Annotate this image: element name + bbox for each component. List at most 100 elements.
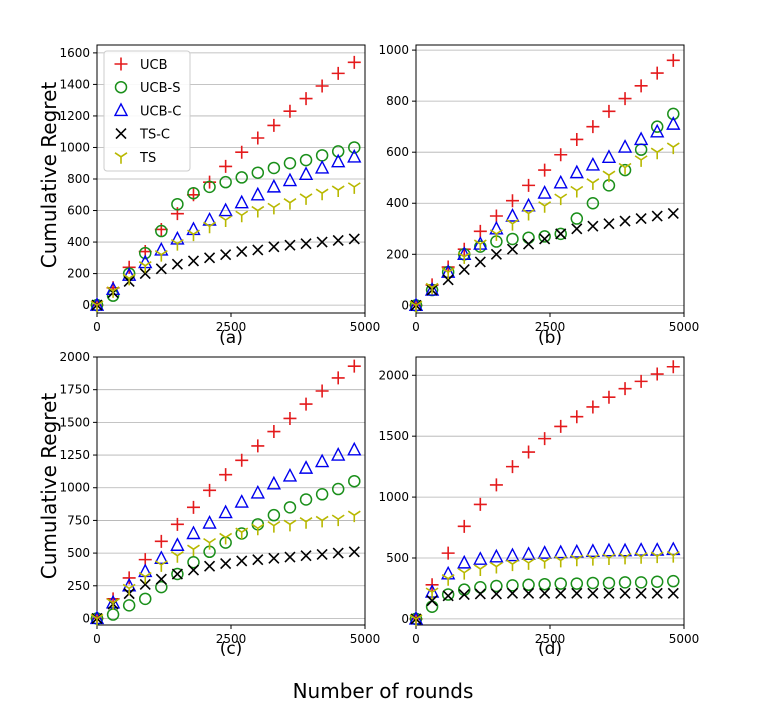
data-point <box>331 371 345 385</box>
data-point <box>618 382 632 396</box>
data-point <box>554 193 568 206</box>
y-tick-label: 600 <box>386 145 409 159</box>
data-point <box>634 576 648 589</box>
data-point <box>666 53 680 67</box>
data-point <box>602 553 616 565</box>
data-point <box>171 568 183 580</box>
data-point <box>331 447 346 461</box>
data-point <box>299 493 313 506</box>
data-point <box>635 212 647 225</box>
data-point <box>618 552 632 565</box>
legend-marker <box>114 80 128 94</box>
y-tick-label: 1750 <box>59 383 90 397</box>
data-point <box>538 556 552 569</box>
data-point <box>331 514 345 527</box>
data-point <box>219 159 233 173</box>
data-point <box>316 548 328 560</box>
data-point <box>506 219 519 231</box>
data-point <box>299 92 313 106</box>
x-tick-label: 5000 <box>350 632 381 646</box>
data-point <box>537 185 552 199</box>
data-point <box>522 178 536 192</box>
data-point <box>267 118 281 132</box>
data-point <box>282 467 298 482</box>
y-tick-label: 1600 <box>59 46 90 60</box>
data-point <box>409 614 423 626</box>
axes-frame <box>96 356 366 626</box>
data-point <box>299 397 313 411</box>
data-point <box>489 229 503 241</box>
data-point <box>425 600 439 613</box>
data-point <box>218 504 233 519</box>
legend-entry-ucb-c: UCB-C <box>113 102 181 119</box>
y-tick-label: 400 <box>386 196 409 210</box>
data-point <box>251 205 265 218</box>
series-ucb-s <box>409 574 680 626</box>
data-point <box>236 555 248 567</box>
data-point <box>571 223 583 235</box>
data-point <box>522 445 536 459</box>
series-ucb <box>90 359 361 625</box>
data-point <box>569 164 584 179</box>
data-point <box>299 517 313 529</box>
x-tick-label: 5000 <box>669 632 700 646</box>
data-point <box>138 261 152 273</box>
data-point <box>650 123 665 138</box>
data-point <box>601 542 617 557</box>
data-point <box>586 120 600 134</box>
data-point <box>457 567 471 580</box>
panel-label: (a) <box>219 328 243 348</box>
data-point <box>267 508 281 522</box>
data-point <box>634 374 648 388</box>
data-point <box>171 567 184 581</box>
data-point <box>667 574 680 588</box>
data-point <box>251 523 265 536</box>
data-point <box>203 537 217 550</box>
data-point <box>635 587 647 599</box>
data-point <box>634 79 648 93</box>
data-point <box>266 475 282 490</box>
data-point <box>554 227 567 241</box>
data-point <box>234 194 249 209</box>
data-point <box>202 515 217 529</box>
data-point <box>186 525 201 540</box>
data-point <box>332 234 344 247</box>
data-point <box>505 207 520 222</box>
data-point <box>298 166 314 180</box>
data-point <box>90 300 104 313</box>
data-point <box>252 554 264 566</box>
data-point <box>650 575 664 589</box>
data-point <box>650 120 664 133</box>
data-point <box>187 229 200 242</box>
data-point <box>602 576 616 590</box>
data-point <box>506 587 519 599</box>
y-tick-label: 1400 <box>59 77 90 91</box>
data-point <box>171 258 183 270</box>
data-point <box>122 599 136 612</box>
series-ucb-c <box>89 148 362 311</box>
data-point <box>138 592 152 606</box>
data-point <box>235 210 249 223</box>
data-point <box>586 178 600 190</box>
data-point <box>489 548 504 563</box>
data-point <box>538 432 552 446</box>
figure-xlabel: Number of rounds <box>293 679 474 703</box>
data-point <box>170 517 184 531</box>
data-point <box>315 188 329 201</box>
series-ucb <box>409 53 680 312</box>
y-tick-label: 750 <box>67 513 90 527</box>
data-point <box>666 541 681 556</box>
data-point <box>521 197 536 212</box>
data-point <box>489 220 504 235</box>
data-point <box>633 542 649 556</box>
data-point <box>618 92 632 106</box>
data-point <box>347 359 361 373</box>
data-point <box>634 155 648 167</box>
data-point <box>203 175 217 189</box>
data-point <box>170 537 185 551</box>
data-point <box>555 228 567 240</box>
data-point <box>457 252 471 264</box>
data-point <box>90 613 104 626</box>
data-point <box>236 245 248 258</box>
data-point <box>458 588 470 601</box>
